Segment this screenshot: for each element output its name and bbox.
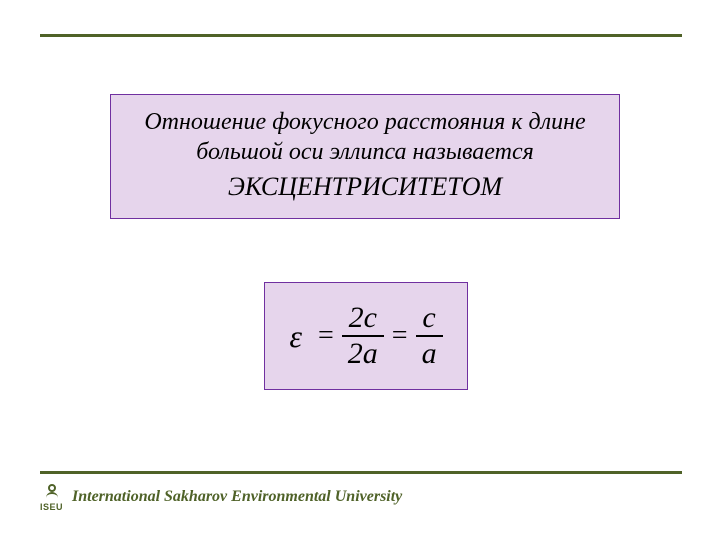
footer: ISEU International Sakharov Environmenta…	[40, 484, 402, 510]
top-rule	[40, 34, 682, 37]
fraction-2: c a	[416, 301, 443, 371]
university-logo-icon: ISEU	[40, 484, 64, 510]
definition-text: Отношение фокусного расстояния к длине б…	[129, 107, 601, 167]
logo-text: ISEU	[40, 502, 63, 512]
frac1-denominator: 2a	[342, 337, 384, 371]
formula: ε = 2c 2a = c a	[289, 301, 442, 371]
epsilon: ε	[289, 318, 302, 355]
frac1-numerator: 2c	[343, 301, 383, 335]
footer-rule	[40, 471, 682, 474]
equals-2: =	[392, 320, 408, 352]
definition-box: Отношение фокусного расстояния к длине б…	[110, 94, 620, 219]
footer-text: International Sakharov Environmental Uni…	[72, 488, 402, 506]
frac2-numerator: c	[416, 301, 441, 335]
formula-box: ε = 2c 2a = c a	[264, 282, 468, 390]
equals-1: =	[318, 320, 334, 352]
definition-term: ЭКСЦЕНТРИСИТЕТОМ	[129, 169, 601, 204]
fraction-1: 2c 2a	[342, 301, 384, 371]
frac2-denominator: a	[416, 337, 443, 371]
